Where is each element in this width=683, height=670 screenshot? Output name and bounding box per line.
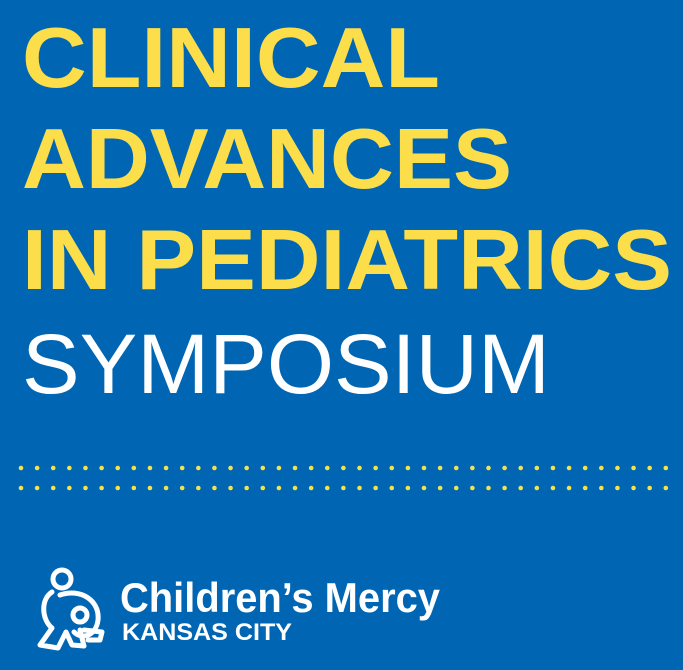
parent-holding-child-icon [37, 567, 105, 651]
divider-dot [163, 465, 169, 471]
divider-dot [615, 485, 620, 491]
divider-dot [663, 465, 669, 471]
divider-dot [67, 485, 72, 491]
divider-dot [631, 465, 636, 471]
divider-dot [50, 485, 56, 491]
divider-dot [453, 485, 459, 491]
divider-dot [582, 485, 588, 491]
divider-dot [244, 465, 249, 471]
divider-dot [115, 485, 121, 491]
title-line-3: IN PEDIATRICS [22, 213, 672, 308]
divider-dot [647, 485, 652, 491]
divider-dot [244, 485, 249, 491]
divider-dot [534, 465, 540, 471]
divider-dot [260, 465, 266, 471]
divider-dot [115, 465, 121, 471]
divider-dot [131, 485, 137, 491]
divider-dot [324, 465, 330, 471]
divider-dot [631, 485, 636, 491]
divider-dot [405, 465, 411, 471]
divider-dot [502, 485, 507, 491]
divider-dot [34, 485, 40, 491]
divider-dot [357, 465, 362, 471]
dotted-divider [18, 465, 669, 491]
divider-dot [50, 465, 56, 471]
divider-dot [83, 465, 88, 471]
divider-dot [550, 485, 556, 491]
divider-dot [518, 485, 524, 491]
divider-dot [470, 465, 475, 471]
divider-dot [18, 465, 24, 471]
divider-dot [599, 485, 604, 491]
divider-dot [260, 485, 266, 491]
divider-dot [470, 485, 475, 491]
divider-dot [518, 465, 524, 471]
divider-dot [663, 485, 669, 491]
divider-dot [373, 465, 378, 471]
divider-dot [147, 465, 153, 471]
divider-dot [582, 465, 588, 471]
divider-dot [437, 465, 443, 471]
divider-dot [486, 465, 491, 471]
divider-dot [534, 485, 540, 491]
divider-dot [308, 485, 314, 491]
divider-dot [99, 465, 104, 471]
divider-dot [437, 485, 443, 491]
divider-dot [647, 465, 652, 471]
divider-dot [147, 485, 153, 491]
divider-dot [599, 465, 604, 471]
logo-location: KANSAS CITY [122, 619, 292, 646]
divider-dot [566, 465, 572, 471]
title-line-1: CLINICAL [22, 11, 440, 106]
divider-dot [292, 465, 298, 471]
divider-dot [292, 485, 298, 491]
divider-dot [405, 485, 411, 491]
divider-dot [34, 465, 40, 471]
divider-dot [212, 485, 217, 491]
divider-dot [453, 465, 459, 471]
divider-dot [163, 485, 169, 491]
divider-dot [486, 485, 491, 491]
divider-dot [389, 485, 395, 491]
logo-name: Children’s Mercy [120, 574, 441, 621]
divider-dot [83, 485, 88, 491]
divider-dot [18, 485, 24, 491]
divider-dot [276, 465, 282, 471]
title-line-4: SYMPOSIUM [22, 317, 550, 411]
title-line-2: ADVANCES [22, 112, 512, 207]
divider-dot [421, 465, 427, 471]
divider-dot [502, 465, 507, 471]
divider-dot [212, 465, 217, 471]
divider-dot [341, 485, 346, 491]
divider-dot [228, 465, 233, 471]
divider-dot [373, 485, 378, 491]
divider-dot [341, 465, 346, 471]
divider-dot [99, 485, 104, 491]
divider-dot [550, 465, 556, 471]
divider-dot [67, 465, 72, 471]
divider-dot [196, 485, 201, 491]
divider-dot [228, 485, 233, 491]
divider-dot [357, 485, 362, 491]
divider-dot [389, 465, 395, 471]
divider-dot [276, 485, 282, 491]
divider-dot [308, 465, 314, 471]
divider-dot [324, 485, 330, 491]
divider-dot [179, 465, 185, 471]
divider-dot [566, 485, 572, 491]
divider-dot [615, 465, 620, 471]
divider-dot [421, 485, 427, 491]
divider-dot [179, 485, 185, 491]
divider-dot [131, 465, 137, 471]
divider-dot [196, 465, 201, 471]
